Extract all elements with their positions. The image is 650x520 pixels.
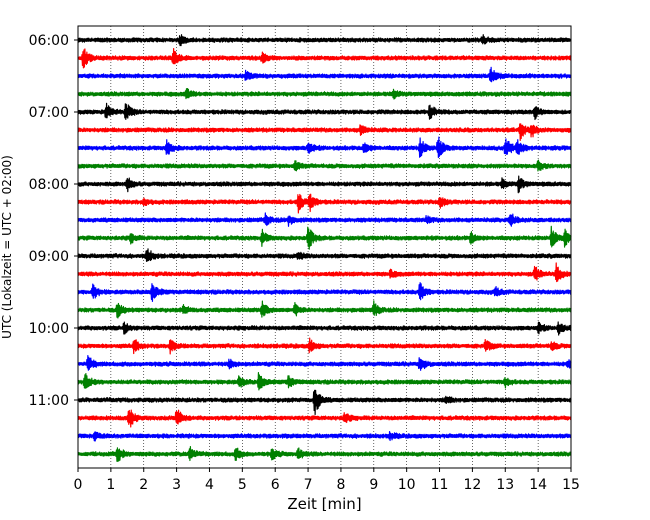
seismogram-trace (77, 282, 572, 302)
y-tick-label: 09:00 (29, 249, 69, 265)
x-tick-label: 11 (431, 477, 449, 493)
x-tick-label: 5 (238, 477, 247, 493)
x-tick-label: 10 (398, 477, 416, 493)
y-axis-ticks: 06:00 07:00 08:00 09:00 10:00 11:00 (29, 33, 78, 409)
x-axis-title: Zeit [min] (287, 495, 361, 513)
plot-frame (77, 25, 572, 469)
seismogram-trace (77, 446, 572, 463)
x-tick-label: 12 (463, 477, 481, 493)
x-tick-label: 4 (205, 477, 214, 493)
seismogram-trace (77, 212, 572, 227)
seismogram-trace (77, 225, 572, 250)
seismogram-trace (77, 430, 572, 442)
x-tick-label: 3 (172, 477, 181, 493)
x-tick-label: 8 (336, 477, 345, 493)
seismogram-trace (77, 337, 572, 355)
seismogram-trace (77, 102, 572, 121)
y-axis-title: UTC (Lokalzeit = UTC + 02:00) (0, 155, 14, 339)
y-tick-label: 11:00 (29, 393, 69, 409)
seismogram-trace (77, 248, 572, 262)
seismogram-trace (77, 159, 572, 172)
x-tick-label: 13 (496, 477, 514, 493)
x-tick-label: 15 (562, 477, 580, 493)
seismogram-trace (77, 262, 572, 283)
seismogram-trace (77, 193, 572, 214)
seismogram-trace (77, 354, 572, 371)
seismogram-trace (77, 409, 572, 428)
x-tick-label: 1 (106, 477, 115, 493)
x-tick-label: 14 (529, 477, 547, 493)
seismogram-trace (77, 34, 572, 47)
x-tick-label: 9 (369, 477, 378, 493)
y-tick-label: 06:00 (29, 33, 69, 49)
seismogram-trace (77, 300, 572, 319)
seismogram-trace (77, 66, 572, 83)
y-tick-label: 10:00 (29, 321, 69, 337)
seismogram-trace (77, 372, 572, 391)
x-tick-label: 6 (271, 477, 280, 493)
seismogram-trace (77, 321, 572, 336)
seismogram-trace (77, 87, 572, 100)
x-axis-ticks: 0 1 2 3 4 5 6 7 8 9 10 11 12 13 14 15 (74, 468, 580, 493)
y-tick-label: 07:00 (29, 105, 69, 121)
seismogram-trace (77, 123, 572, 142)
seismogram-trace (77, 389, 572, 416)
x-tick-label: 0 (74, 477, 83, 493)
seismogram-trace (77, 47, 572, 69)
seismogram-trace (77, 175, 572, 194)
x-tick-label: 2 (139, 477, 148, 493)
seismogram-traces (77, 34, 572, 463)
x-tick-label: 7 (304, 477, 313, 493)
y-tick-label: 08:00 (29, 177, 69, 193)
seismogram-trace (77, 136, 572, 159)
